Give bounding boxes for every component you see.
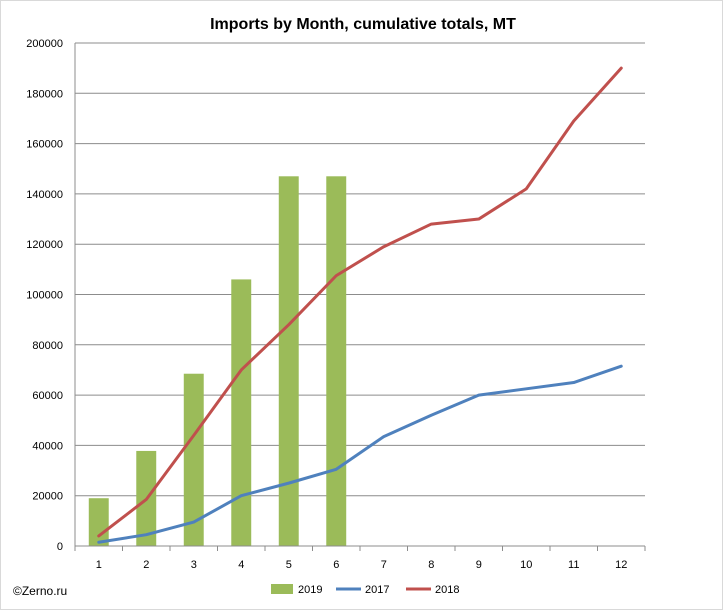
x-tick-label: 7 [381,559,387,571]
legend: 2019 2017 2018 [271,584,459,596]
bar-2019-4 [231,279,252,546]
x-tick-label: 9 [476,559,482,571]
y-tick-label: 140000 [26,189,63,201]
y-axis-ticks: 0 20000 40000 60000 80000 100000 120000 140000 1… [26,38,63,553]
legend-label-2017: 2017 [365,584,389,596]
x-tick-label: 1 [96,559,102,571]
axes [74,43,646,551]
bars [88,176,347,547]
x-axis-ticks: 1 2 3 4 5 6 7 8 9 10 11 12 [96,559,628,571]
legend-label-2019: 2019 [298,584,322,596]
x-tick-label: 6 [333,559,339,571]
bar-2019-5 [278,176,299,547]
bar-2019-3 [183,373,204,546]
bar-2019-6 [326,176,347,547]
line-series-2018 [97,66,623,538]
y-tick-label: 20000 [32,491,63,503]
chart-title: Imports by Month, cumulative totals, MT [210,16,516,33]
gridlines [75,42,645,497]
legend-label-2018: 2018 [435,584,459,596]
x-tick-label: 5 [286,559,292,571]
y-tick-label: 120000 [26,239,63,251]
y-tick-label: 80000 [32,340,63,352]
y-tick-label: 160000 [26,139,63,151]
x-tick-label: 11 [568,559,579,571]
y-tick-label: 0 [57,541,63,553]
x-tick-label: 8 [428,559,434,571]
x-tick-label: 10 [520,559,532,571]
x-tick-label: 12 [615,559,627,571]
y-tick-label: 60000 [32,390,63,402]
y-tick-label: 40000 [32,440,63,452]
copyright-text: ©Zerno.ru [13,584,67,598]
lines [97,66,623,544]
legend-swatch-2019 [271,584,293,594]
x-tick-label: 4 [238,559,244,571]
bar-2019-1 [88,498,109,546]
y-tick-label: 200000 [26,38,63,50]
x-tick-label: 2 [143,559,149,571]
line-series-2017 [97,364,623,544]
y-tick-label: 180000 [26,88,63,100]
x-tick-label: 3 [191,559,197,571]
y-tick-label: 100000 [26,290,63,302]
